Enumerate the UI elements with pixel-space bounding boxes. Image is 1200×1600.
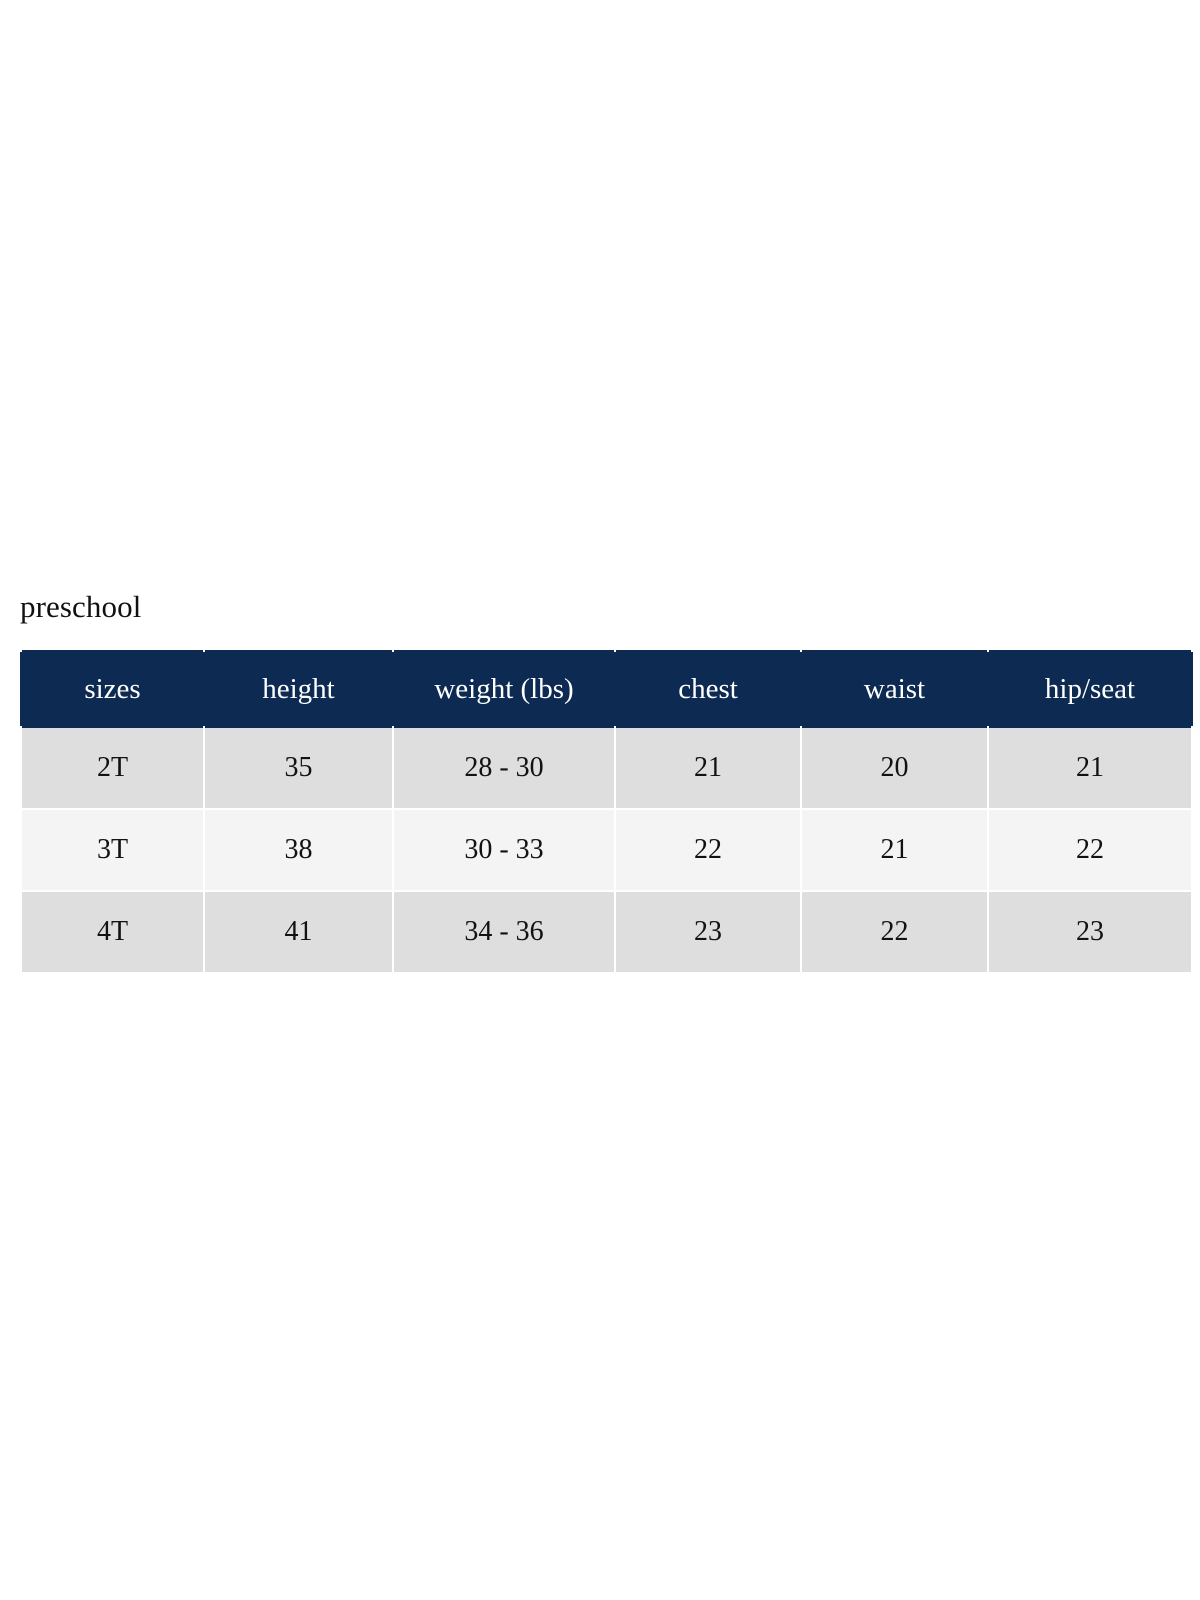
cell-waist: 21 [802, 810, 987, 890]
table-row: 4T 41 34 - 36 23 22 23 [22, 892, 1191, 972]
cell-sizes: 3T [22, 810, 203, 890]
column-header-hip-seat: hip/seat [989, 652, 1191, 726]
column-header-sizes: sizes [22, 652, 203, 726]
cell-waist: 22 [802, 892, 987, 972]
cell-hip-seat: 22 [989, 810, 1191, 890]
column-header-chest: chest [616, 652, 800, 726]
cell-waist: 20 [802, 728, 987, 808]
page-title: preschool [20, 589, 142, 624]
table-body: 2T 35 28 - 30 21 20 21 3T 38 30 - 33 22 … [22, 728, 1191, 972]
cell-chest: 23 [616, 892, 800, 972]
cell-weight: 30 - 33 [394, 810, 614, 890]
size-chart-table: sizes height weight (lbs) chest waist hi… [20, 650, 1193, 974]
column-header-weight: weight (lbs) [394, 652, 614, 726]
cell-height: 35 [205, 728, 392, 808]
cell-weight: 28 - 30 [394, 728, 614, 808]
table-header-row: sizes height weight (lbs) chest waist hi… [22, 652, 1191, 726]
cell-weight: 34 - 36 [394, 892, 614, 972]
column-header-height: height [205, 652, 392, 726]
cell-height: 41 [205, 892, 392, 972]
cell-hip-seat: 23 [989, 892, 1191, 972]
cell-hip-seat: 21 [989, 728, 1191, 808]
cell-chest: 21 [616, 728, 800, 808]
cell-height: 38 [205, 810, 392, 890]
cell-sizes: 2T [22, 728, 203, 808]
table-row: 3T 38 30 - 33 22 21 22 [22, 810, 1191, 890]
table-row: 2T 35 28 - 30 21 20 21 [22, 728, 1191, 808]
cell-sizes: 4T [22, 892, 203, 972]
cell-chest: 22 [616, 810, 800, 890]
column-header-waist: waist [802, 652, 987, 726]
size-chart-block: preschool sizes height weight (lbs) ches… [20, 588, 1193, 974]
table-header: sizes height weight (lbs) chest waist hi… [22, 652, 1191, 726]
